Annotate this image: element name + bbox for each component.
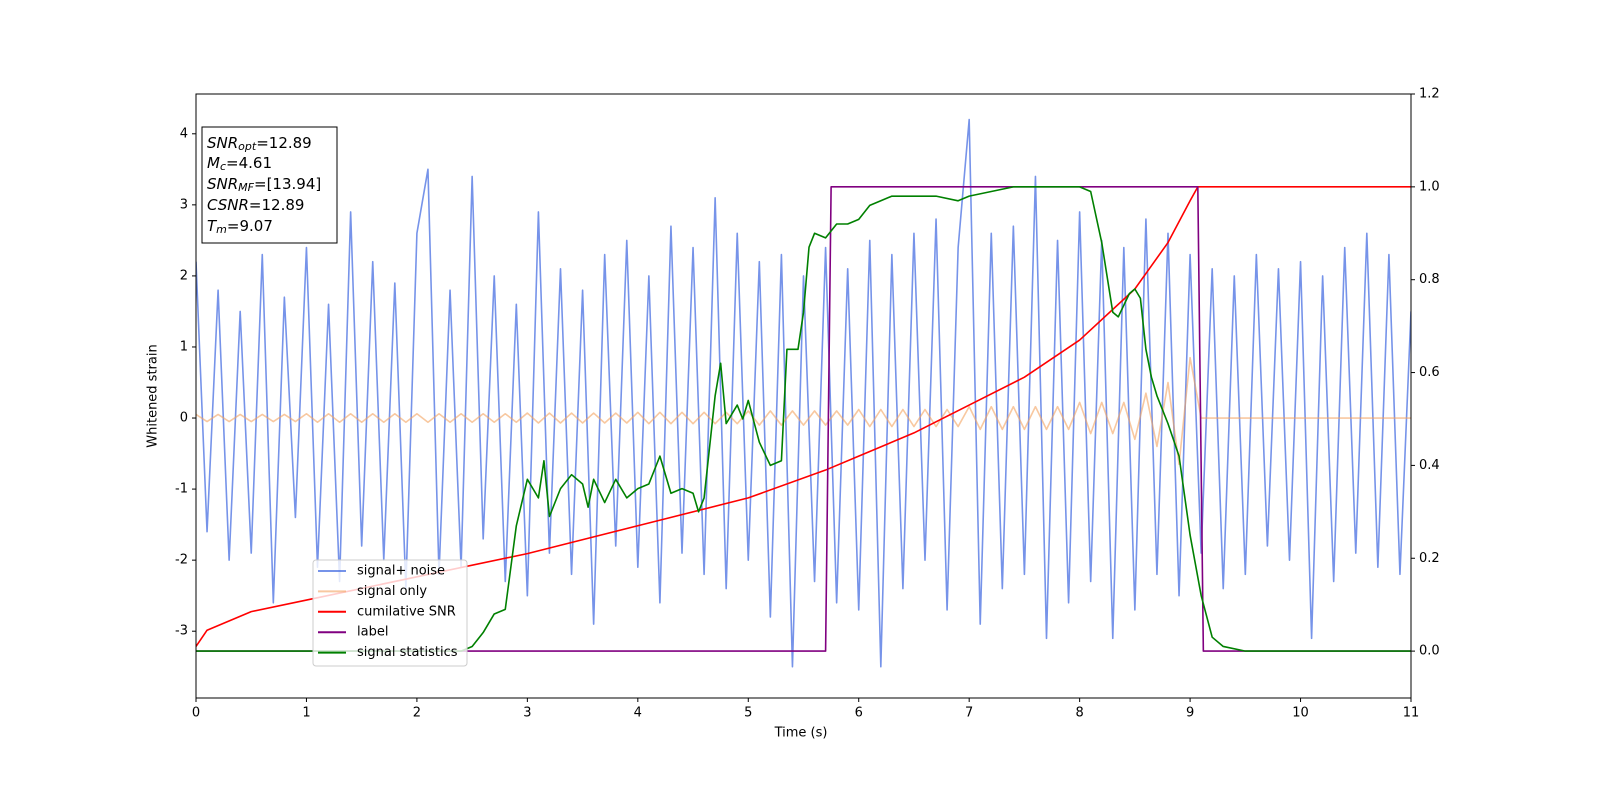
annotation-subscript: c [220,160,226,173]
annotation-subscript: opt [238,140,257,153]
annotation-value: =9.07 [227,217,273,235]
y-axis-label: Whitened strain [146,344,161,447]
y-tick-label: 3 [180,197,188,212]
x-tick-label: 4 [634,706,642,721]
annotation-line: SNRMF=[13.94] [207,175,321,195]
series-line [196,186,1411,652]
y-tick-label: 2 [180,268,188,283]
x-tick-label: 2 [413,706,421,721]
annotation-box: SNRopt=12.89Mc=4.61SNRMF=[13.94]CSNR=12.… [201,126,338,244]
series-line [196,186,1411,647]
annotation-frame [201,126,338,244]
y-tick-label: -2 [175,553,188,568]
annotation-line: Mc=4.61 [207,154,272,174]
x-tick-label: 6 [855,706,863,721]
annotation-value: =4.61 [226,154,272,172]
y-tick-label: -3 [175,624,188,639]
legend-label: cumilative SNR [357,604,456,619]
y-tick-label: 1 [180,339,188,354]
series-line [196,118,1411,668]
y2-tick-label: 0.0 [1419,644,1440,659]
annotation-symbol: SNR [207,134,238,152]
y-tick-label: 4 [180,126,188,141]
annotation-symbol: CSNR [207,196,249,214]
legend: signal+ noise signal only cumilative SNR la… [312,559,468,667]
annotation-subscript: m [216,223,227,236]
axes-frame [195,93,1412,699]
y2-tick-label: 0.4 [1419,458,1440,473]
annotation-value: =[13.94] [254,175,321,193]
annotation-line: SNRopt=12.89 [207,134,312,154]
x-axis-label: Time (s) [774,726,828,741]
annotation-symbol: T [207,217,218,235]
annotation-line: CSNR=12.89 [207,196,304,214]
y2-tick-label: 1.2 [1419,87,1440,102]
legend-label: signal statistics [357,645,458,660]
annotation-value: =12.89 [249,196,305,214]
y-tick-label: 0 [180,411,188,426]
x-tick-label: 7 [965,706,973,721]
annotation-subscript: MF [238,181,254,194]
x-tick-label: 9 [1186,706,1194,721]
annotation-symbol: SNR [207,175,238,193]
x-tick-label: 10 [1292,706,1309,721]
legend-frame [312,559,468,667]
y-tick-label: -1 [175,482,188,497]
x-tick-label: 8 [1075,706,1083,721]
annotation-line: Tm=9.07 [207,217,273,237]
x-tick-label: 11 [1403,706,1420,721]
legend-label: signal only [357,584,427,599]
y2-tick-label: 1.0 [1419,179,1440,194]
x-tick-label: 5 [744,706,752,721]
y2-tick-label: 0.2 [1419,551,1440,566]
x-tick-label: 0 [192,706,200,721]
y2-tick-label: 0.6 [1419,365,1440,380]
annotation-value: =12.89 [256,134,312,152]
plot-area [196,118,1411,668]
series-line [196,356,1411,466]
y2-tick-label: 0.8 [1419,272,1440,287]
x-tick-label: 1 [302,706,310,721]
legend-label: label [357,625,388,640]
legend-label: signal+ noise [357,564,445,579]
annotation-symbol: M [207,154,220,172]
x-tick-label: 3 [523,706,531,721]
